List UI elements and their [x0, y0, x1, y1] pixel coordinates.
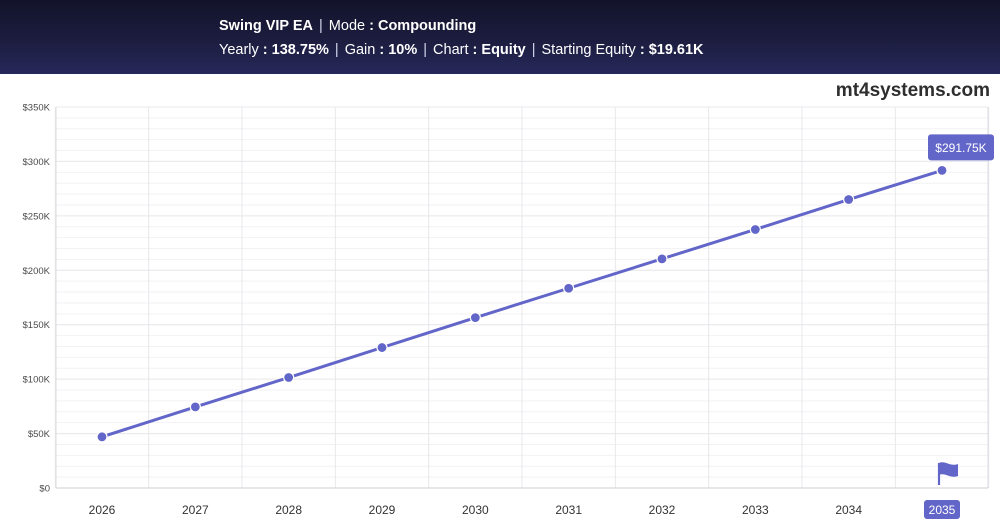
y-tick-label: $100K	[23, 375, 51, 386]
y-tick-label: $300K	[23, 157, 51, 168]
y-tick-label: $50K	[28, 429, 51, 440]
yearly-value: 138.75%	[271, 42, 329, 58]
flag-cloth	[939, 462, 958, 477]
yearly-label: Yearly	[219, 42, 259, 58]
gain-label: Gain	[344, 42, 376, 58]
data-point	[563, 282, 575, 294]
chart-value: Equity	[481, 42, 526, 58]
data-point	[283, 371, 295, 384]
mode-value: Compounding	[377, 18, 477, 34]
chart-header: Swing VIP EA | Mode : Compounding Yearly :…	[0, 0, 1000, 74]
header-stats-line: Yearly : 138.75% | Gain : 10% | Chart : Equi…	[219, 42, 704, 58]
x-tick-label: 2034	[835, 503, 862, 517]
chart-annotations: $291.75K	[928, 134, 994, 485]
last-value-label: $291.75K	[935, 141, 986, 155]
header-title-line: Swing VIP EA | Mode : Compounding	[219, 18, 477, 34]
x-axis: 2026 2027 2028 2029 2030 2031 2032 2033 2034 2035	[89, 500, 960, 519]
y-tick-label: $250K	[23, 211, 51, 222]
x-tick-label: 2028	[275, 503, 302, 517]
chart-grid	[54, 106, 990, 489]
gain-value: 10%	[388, 42, 418, 58]
y-tick-label: $200K	[23, 266, 51, 277]
chart-label: Chart	[433, 42, 469, 58]
y-tick-label: $150K	[23, 320, 51, 331]
x-tick-label: 2029	[369, 503, 396, 517]
x-tick-label: 2033	[742, 503, 769, 517]
data-point	[843, 193, 855, 206]
ea-name: Swing VIP EA	[219, 18, 314, 34]
data-point	[749, 223, 761, 236]
starting-equity-value: $19.61K	[648, 42, 704, 58]
data-point	[469, 312, 481, 324]
x-tick-label: 2026	[89, 503, 116, 517]
x-tick-label: 2027	[182, 503, 209, 517]
mode-label: Mode	[328, 18, 366, 34]
y-tick-label: $350K	[23, 103, 51, 114]
x-tick-label: 2035	[929, 503, 956, 517]
y-axis: $0 $50K $100K $150K $200K $250K $300K $350K	[23, 103, 51, 495]
flag-icon	[937, 462, 958, 485]
data-point	[376, 341, 388, 354]
equity-series	[96, 164, 948, 443]
y-tick-label: $0	[39, 484, 50, 495]
data-point	[189, 401, 201, 413]
data-point	[936, 164, 948, 177]
x-tick-label: 2031	[555, 503, 582, 517]
starting-equity-label: Starting Equity	[541, 42, 636, 58]
data-point	[96, 431, 108, 443]
x-tick-label: 2030	[462, 503, 489, 517]
series-line	[101, 168, 943, 439]
highlighted-x-tick-badge	[924, 500, 960, 519]
last-value-tooltip	[928, 134, 994, 161]
x-tick-label: 2032	[649, 503, 676, 517]
data-point	[656, 253, 668, 265]
brand-watermark: mt4systems.com	[835, 80, 990, 101]
